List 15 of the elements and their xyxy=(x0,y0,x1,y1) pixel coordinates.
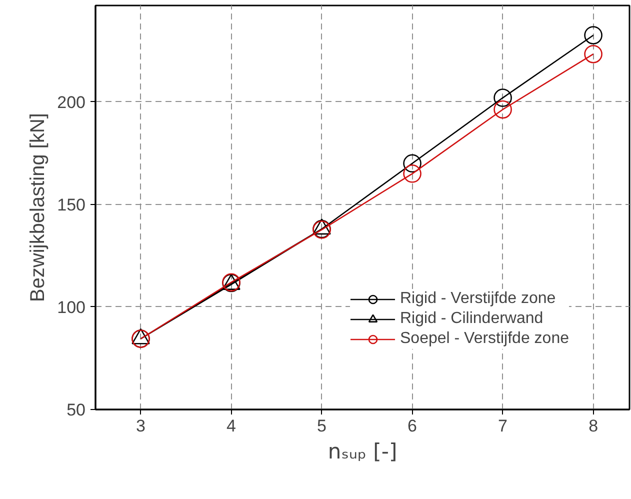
x-tick-label: 8 xyxy=(588,416,598,436)
legend-label: Soepel - Verstijfde zone xyxy=(400,330,569,348)
y-tick-label: 150 xyxy=(57,195,86,214)
y-tick-label: 50 xyxy=(66,400,86,420)
x-tick-label: 5 xyxy=(317,416,327,436)
x-tick-label: 7 xyxy=(498,416,508,436)
legend-label: Rigid - Cilinderwand xyxy=(400,310,544,328)
y-axis-title: Bezwijkbelasting [kN] xyxy=(27,113,50,302)
legend-label: Rigid - Verstijfde zone xyxy=(400,290,556,308)
x-axis-title: nₛᵤₚ [-] xyxy=(328,440,398,464)
x-tick-label: 4 xyxy=(226,416,236,436)
x-tick-label: 6 xyxy=(408,416,418,436)
x-tick-label: 3 xyxy=(136,416,146,436)
y-tick-label: 200 xyxy=(57,92,86,112)
y-tick-label: 100 xyxy=(57,298,86,317)
